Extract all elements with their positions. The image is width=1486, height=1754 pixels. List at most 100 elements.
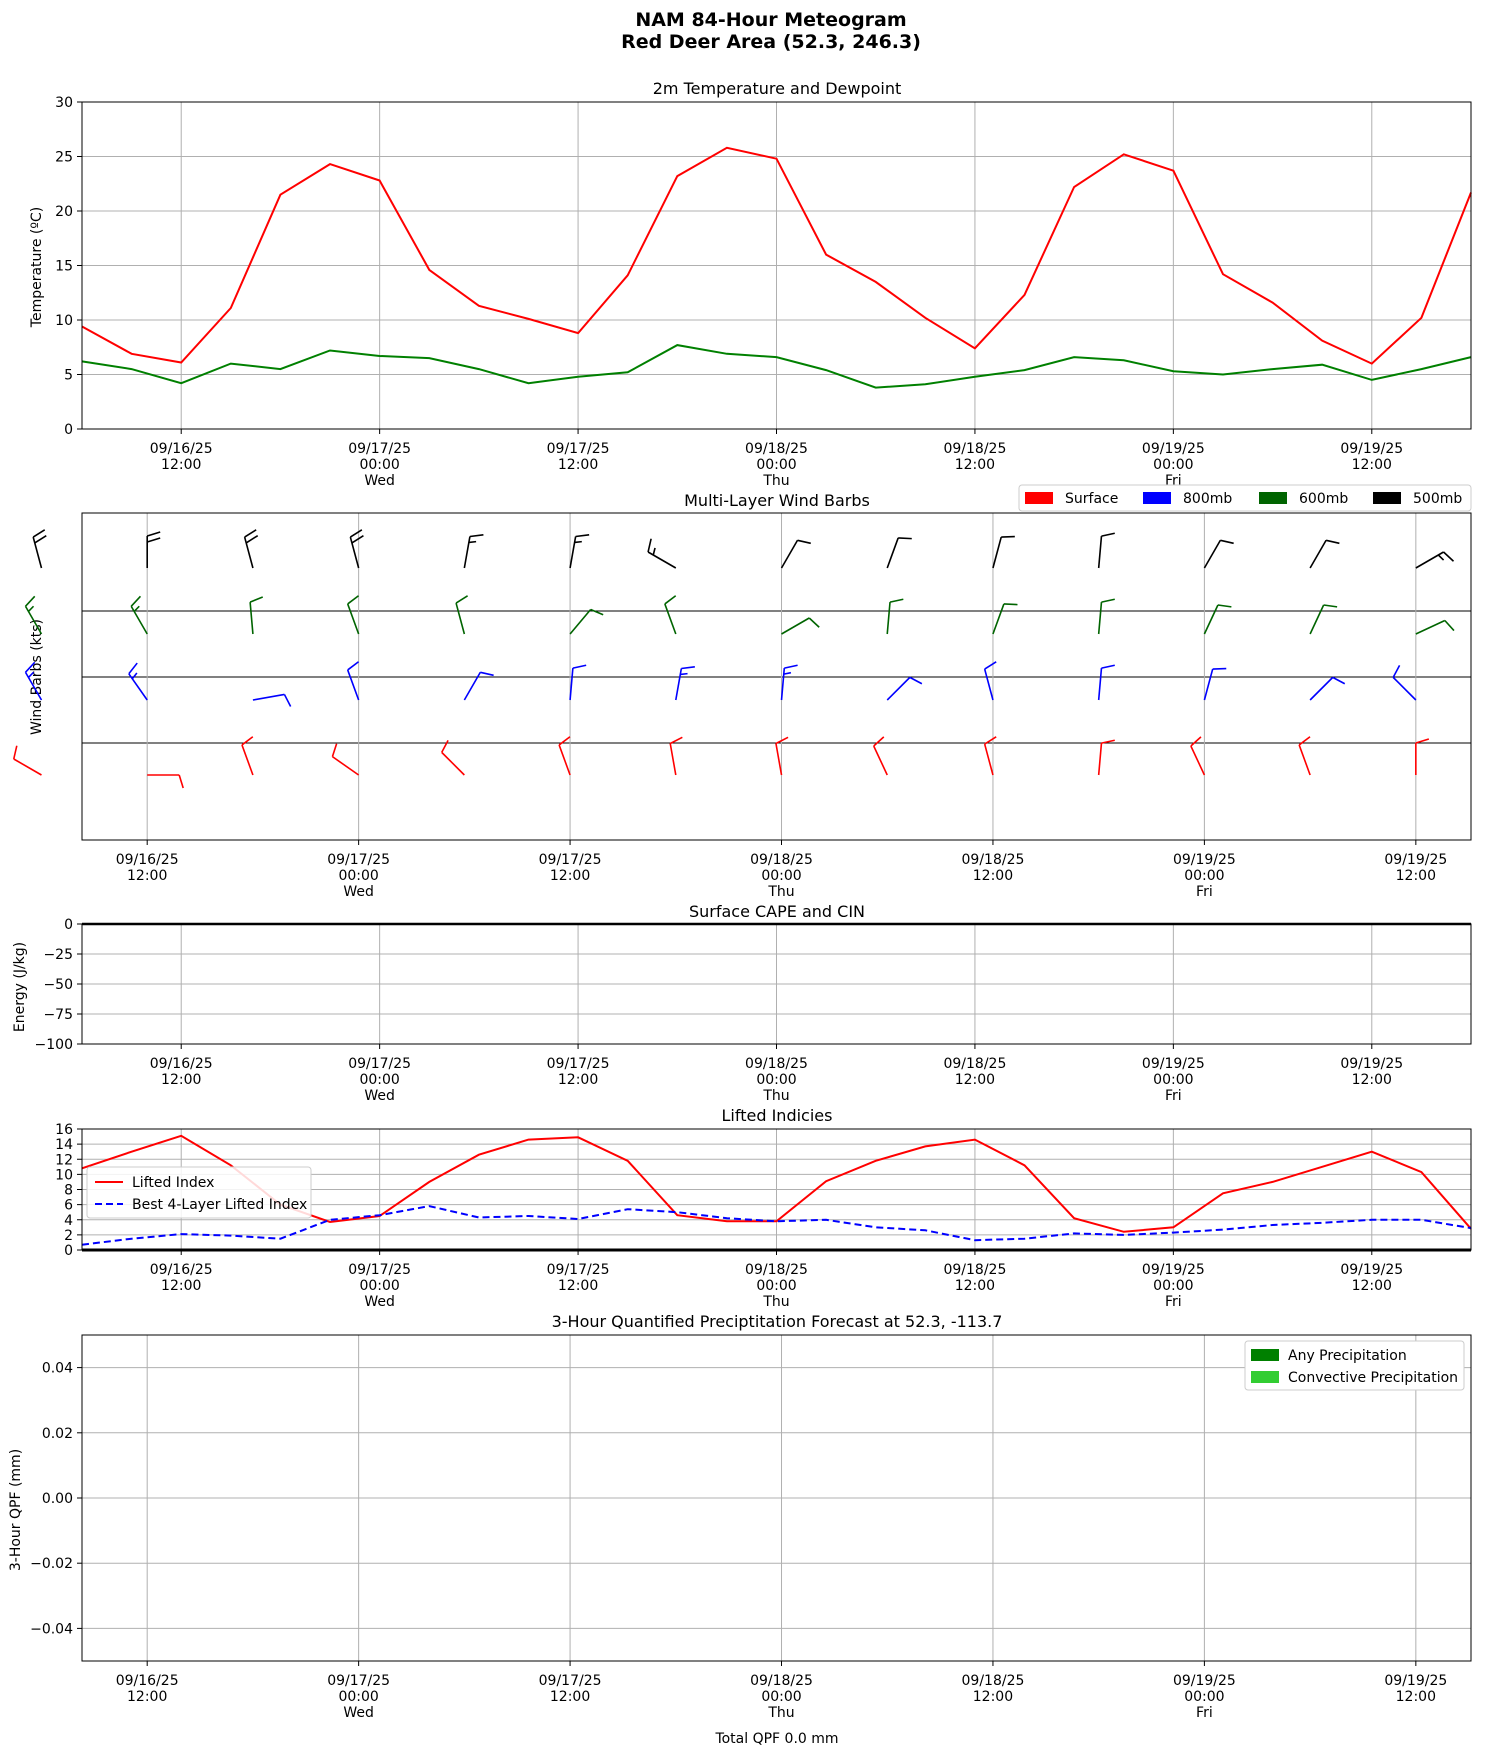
temp-ytick-label: 20 [55, 204, 73, 220]
temp-ytick-label: 15 [55, 259, 73, 275]
wind-barb-flag [146, 537, 161, 543]
wind-barb-flag [572, 664, 587, 669]
wind-barb-flag [1101, 664, 1115, 669]
wind-barb-flag [647, 538, 652, 553]
wind-barb-staff [558, 744, 571, 776]
qpf-xtick-time: 00:00 [338, 1689, 378, 1705]
lifted-index-legend-label: Best 4-Layer Lifted Index [132, 1197, 307, 1213]
dewpoint-line [81, 344, 1472, 389]
cape-xtick-time: 12:00 [558, 1072, 598, 1088]
wind-barb-flag [775, 736, 789, 745]
wind-barb-staff [775, 743, 783, 776]
li-xtick-time: 00:00 [359, 1278, 399, 1294]
qpf-chart-title: 3-Hour Quantified Preciptitation Forecas… [552, 1312, 1003, 1331]
qpf-xtick-time: 00:00 [1184, 1689, 1224, 1705]
wind-barb-staff [886, 602, 891, 635]
qpf-xtick-date: 09/17/25 [539, 1673, 602, 1689]
temp-xtick-time: 00:00 [1153, 457, 1193, 473]
wind-barb-flag [32, 529, 46, 538]
wind-barb-surface [1097, 739, 1115, 776]
cape-xtick-date: 09/16/25 [150, 1056, 213, 1072]
wind-barb-flag [873, 736, 885, 747]
wind-barb-flag [24, 595, 36, 607]
lifted-index-legend-box [86, 1166, 312, 1219]
wind-xtick-date: 09/19/25 [1384, 852, 1447, 868]
cape-xtick-date: 09/19/25 [1142, 1056, 1205, 1072]
qpf-xtick-time: 12:00 [127, 1689, 167, 1705]
wind-xtick-date: 09/17/25 [327, 852, 390, 868]
qpf-xtick-date: 09/18/25 [962, 1673, 1025, 1689]
wind-barb-600mb [130, 595, 148, 635]
wind-barb-surface [1298, 736, 1311, 776]
li-ytick-label: 2 [64, 1228, 73, 1244]
wind-barb-surface [441, 739, 465, 776]
li-ytick-label: 14 [55, 1137, 73, 1153]
wind-barb-flag [558, 736, 571, 746]
wind-barb-surface [12, 745, 42, 776]
qpf-xtick-day: Fri [1196, 1705, 1213, 1721]
wind-barb-staff [1309, 539, 1327, 569]
wind-barb-staff [1097, 536, 1103, 569]
li-xtick-day: Wed [364, 1294, 395, 1310]
temperature-y-axis-label: Temperature (ºC) [29, 207, 45, 328]
wind-xtick-time: 00:00 [761, 868, 801, 884]
li-xtick-time: 12:00 [161, 1278, 201, 1294]
qpf-xtick-date: 09/18/25 [750, 1673, 813, 1689]
wind-xtick-date: 09/16/25 [116, 852, 179, 868]
qpf-frame [81, 1334, 1472, 1662]
wind-barb-staff [664, 603, 677, 635]
wind-barb-staff [252, 693, 285, 701]
qpf-ytick-label: 0.02 [42, 1426, 73, 1442]
wind-barb-flag [245, 534, 259, 544]
wind-barb-800mb [1097, 664, 1115, 701]
wind-barb-flag [889, 598, 904, 603]
li-xtick-time: 00:00 [1153, 1278, 1193, 1294]
cape-xtick-time: 12:00 [955, 1072, 995, 1088]
wind-xtick-date: 09/18/25 [962, 852, 1025, 868]
wind-barb-500mb [1309, 539, 1340, 569]
wind-barb-surface [241, 736, 254, 776]
wind-barbs-y-axis-label: Wind Barbs (kts) [29, 619, 45, 735]
wind-barb-staff [463, 671, 482, 701]
temp-xtick-date: 09/17/25 [348, 441, 411, 457]
temp-xtick-date: 09/19/25 [1340, 441, 1403, 457]
wind-barb-flag [130, 595, 142, 607]
li-xtick-time: 12:00 [955, 1278, 995, 1294]
wind-barb-flag [241, 736, 254, 746]
wind-barb-staff [331, 755, 360, 776]
wind-barb-flag [24, 661, 36, 673]
wind-barb-staff [647, 551, 677, 569]
wind-barb-staff [455, 602, 466, 635]
temp-frame [81, 101, 1472, 430]
wind-barb-staff [675, 668, 683, 701]
wind-barb-600mb [346, 595, 360, 635]
wind-barb-staff [1415, 619, 1446, 635]
wind-frame [81, 512, 1472, 841]
wind-barb-800mb [569, 664, 587, 701]
wind-barb-surface [147, 774, 184, 789]
figure-title-line1: NAM 84-Hour Meteogram [635, 9, 906, 31]
wind-barb-flag [441, 739, 449, 753]
wind-barb-staff [780, 539, 799, 569]
wind-barb-staff [886, 676, 911, 701]
wind-barb-500mb [146, 531, 161, 568]
cape-xtick-day: Wed [364, 1088, 395, 1104]
wind-barb-surface [1415, 738, 1430, 775]
qpf-y-axis-label: 3-Hour QPF (mm) [8, 1449, 24, 1571]
temp-ytick-label: 30 [55, 95, 73, 111]
wind-barb-500mb [569, 534, 590, 569]
wind-barb-600mb [455, 595, 469, 635]
qpf-xtick-date: 09/19/25 [1384, 1673, 1447, 1689]
qpf-xtick-date: 09/16/25 [116, 1673, 179, 1689]
wind-barb-flag [349, 529, 363, 538]
wind-barb-staff [441, 751, 465, 776]
wind-barb-800mb [252, 693, 292, 707]
wind-barb-flag [1217, 604, 1232, 608]
figure-title-line2: Red Deer Area (52.3, 246.3) [621, 31, 921, 53]
wind-barb-500mb [1097, 532, 1115, 569]
lifted-index-line [81, 1134, 1472, 1233]
cape-ytick-label: −50 [43, 977, 73, 993]
wind-barb-flag [1003, 603, 1018, 606]
qpf-chart: 3-Hour Quantified Preciptitation Forecas… [8, 1312, 1472, 1747]
qpf-xtick-time: 00:00 [761, 1689, 801, 1705]
